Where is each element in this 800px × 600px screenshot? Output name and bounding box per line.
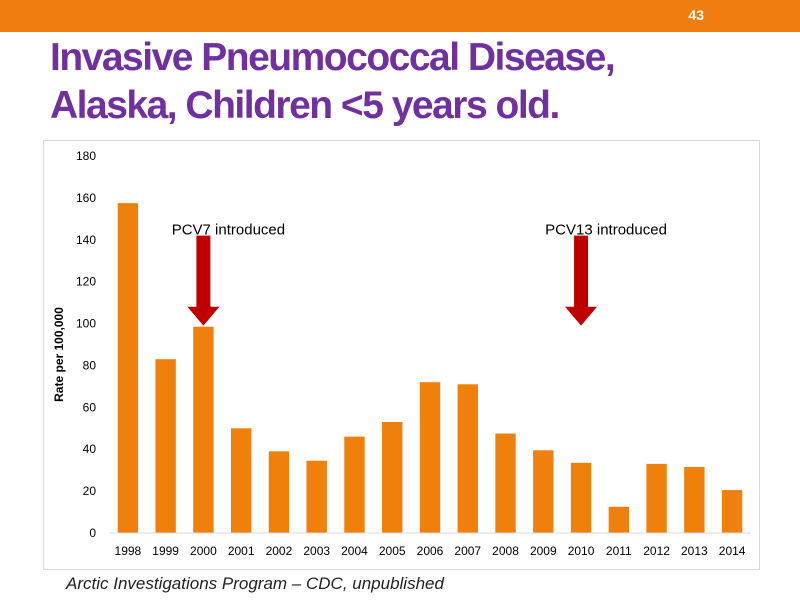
bar-2011: [608, 506, 630, 533]
x-tick-label: 1999: [152, 544, 179, 558]
x-tick-label: 2013: [681, 544, 708, 558]
bar-2008: [495, 433, 516, 533]
x-tick-label: 2007: [454, 544, 481, 558]
x-tick-label: 2010: [568, 544, 595, 558]
y-tick-label: 20: [83, 484, 97, 498]
y-tick-label: 100: [76, 317, 96, 331]
bar-2006: [419, 382, 441, 533]
y-tick-label: 80: [83, 358, 97, 372]
bar-2001: [230, 428, 252, 533]
y-tick-label: 160: [76, 191, 96, 205]
x-tick-label: 2001: [228, 544, 255, 558]
bar-2010: [570, 462, 592, 533]
bar-1998: [117, 203, 139, 533]
x-tick-label: 2012: [643, 544, 670, 558]
bar-chart: 0 20 40 60 80 100 120 140 160 180 1998 1999 2000 2001…: [52, 149, 751, 558]
bar-2002: [268, 451, 290, 533]
bar-2014: [721, 490, 743, 533]
x-tick-label: 1998: [115, 544, 142, 558]
slide-title-line-2: Alaska, Children <5 years old.: [50, 84, 560, 127]
slide-title-line-1: Invasive Pneumococcal Disease,: [50, 36, 616, 79]
down-arrow-icon: [565, 235, 598, 326]
y-tick-label: 60: [83, 400, 97, 414]
source-note: Arctic Investigations Program – CDC, unp…: [66, 574, 444, 593]
y-tick-label: 120: [76, 275, 96, 289]
bar-2009: [533, 450, 554, 533]
x-tick-label: 2000: [190, 544, 217, 558]
slide-number: 43: [688, 7, 704, 23]
x-tick-label: 2003: [303, 544, 330, 558]
y-axis-label: Rate per 100,000: [52, 307, 66, 402]
x-tick-label: 2014: [719, 544, 746, 558]
bar-2004: [344, 436, 365, 533]
bar-2003: [306, 460, 327, 533]
y-tick-label: 140: [76, 233, 96, 247]
slide-title: Invasive Pneumococcal Disease, Alaska, C…: [50, 34, 770, 130]
chart-frame: 0 20 40 60 80 100 120 140 160 180 1998 1999 2000 2001…: [43, 140, 760, 570]
bar-1999: [155, 359, 176, 533]
bar-2007: [457, 384, 478, 533]
top-bar: [0, 0, 800, 32]
bar-2005: [382, 421, 403, 533]
x-tick-label: 2005: [379, 544, 406, 558]
x-tick-label: 2004: [341, 544, 368, 558]
bar-2000: [193, 326, 214, 533]
x-tick-label: 2011: [606, 544, 632, 558]
y-tick-label: 180: [76, 149, 96, 163]
annotation-label-2: PCV13 introduced: [545, 221, 667, 238]
down-arrow-icon: [187, 235, 220, 326]
x-tick-label: 2006: [417, 544, 444, 558]
x-tick-label: 2008: [492, 544, 519, 558]
y-tick-label: 0: [89, 526, 96, 540]
bar-2012: [646, 463, 667, 533]
bar-2013: [684, 467, 705, 533]
y-tick-label: 40: [83, 442, 97, 456]
x-tick-label: 2002: [266, 544, 293, 558]
x-tick-label: 2009: [530, 544, 557, 558]
annotation-label-1: PCV7 introduced: [172, 221, 285, 238]
